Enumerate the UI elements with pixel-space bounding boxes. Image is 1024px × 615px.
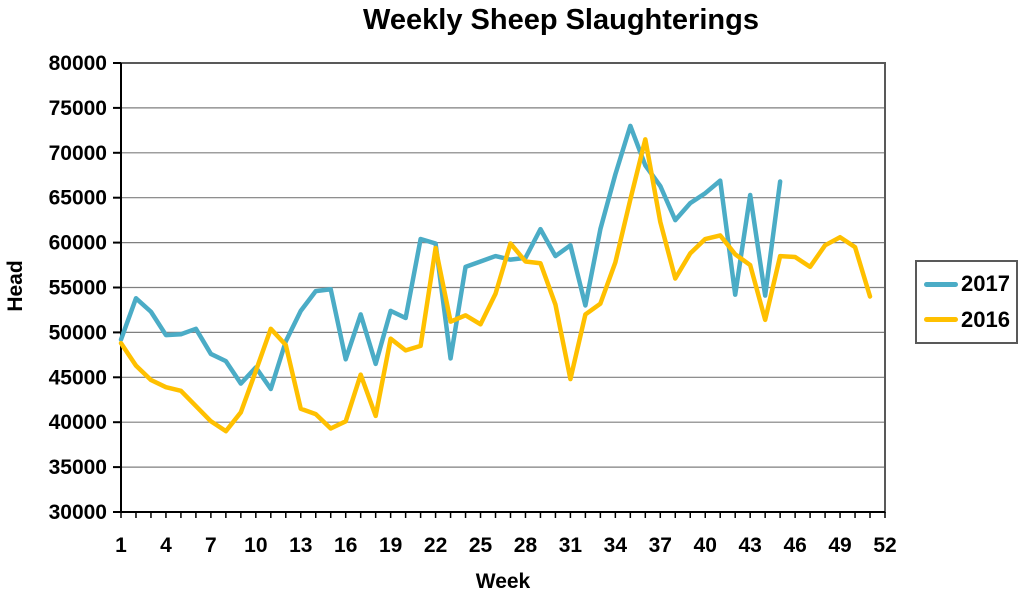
x-tick-label: 13: [289, 534, 312, 557]
x-tick-label: 52: [873, 534, 896, 557]
chart-title: Weekly Sheep Slaughterings: [363, 4, 759, 36]
y-tick-label: 60000: [49, 232, 107, 255]
x-tick-label: 46: [783, 534, 806, 557]
legend: 2017 2016: [915, 260, 1018, 344]
legend-label-2016: 2016: [961, 306, 1010, 332]
y-tick-label: 65000: [49, 187, 107, 210]
legend-swatch-2016: [924, 317, 958, 323]
x-tick-label: 31: [559, 534, 583, 557]
y-tick-label: 55000: [49, 277, 107, 300]
x-tick-label: 1: [115, 534, 127, 557]
y-tick-label: 40000: [49, 411, 107, 434]
legend-label-2017: 2017: [961, 271, 1010, 297]
y-tick-label: 50000: [49, 321, 107, 344]
series-line-2016: [118, 137, 873, 434]
y-tick-label: 80000: [49, 52, 107, 75]
x-tick-label: 28: [514, 534, 538, 557]
x-tick-label: 19: [379, 534, 402, 557]
y-tick-label: 30000: [49, 501, 107, 524]
x-tick-label: 4: [160, 534, 172, 557]
y-tick-label: 75000: [49, 97, 107, 120]
x-tick-label: 25: [469, 534, 493, 557]
x-tick-label: 22: [424, 534, 447, 557]
series-line-2017: [118, 123, 783, 392]
legend-item-2016: 2016: [924, 307, 1016, 333]
legend-swatch-2017: [924, 281, 958, 287]
x-tick-label: 43: [738, 534, 761, 557]
x-tick-label: 34: [604, 534, 628, 557]
y-tick-label: 35000: [49, 456, 107, 479]
x-tick-label: 49: [828, 534, 851, 557]
x-tick-label: 10: [244, 534, 267, 557]
x-tick-label: 16: [334, 534, 357, 557]
x-tick-label: 37: [649, 534, 672, 557]
x-tick-label: 7: [205, 534, 217, 557]
legend-item-2017: 2017: [924, 271, 1016, 297]
y-tick-label: 45000: [49, 366, 107, 389]
y-tick-label: 70000: [49, 142, 107, 165]
x-axis-title: Week: [475, 570, 531, 593]
x-tick-label: 40: [694, 534, 717, 557]
